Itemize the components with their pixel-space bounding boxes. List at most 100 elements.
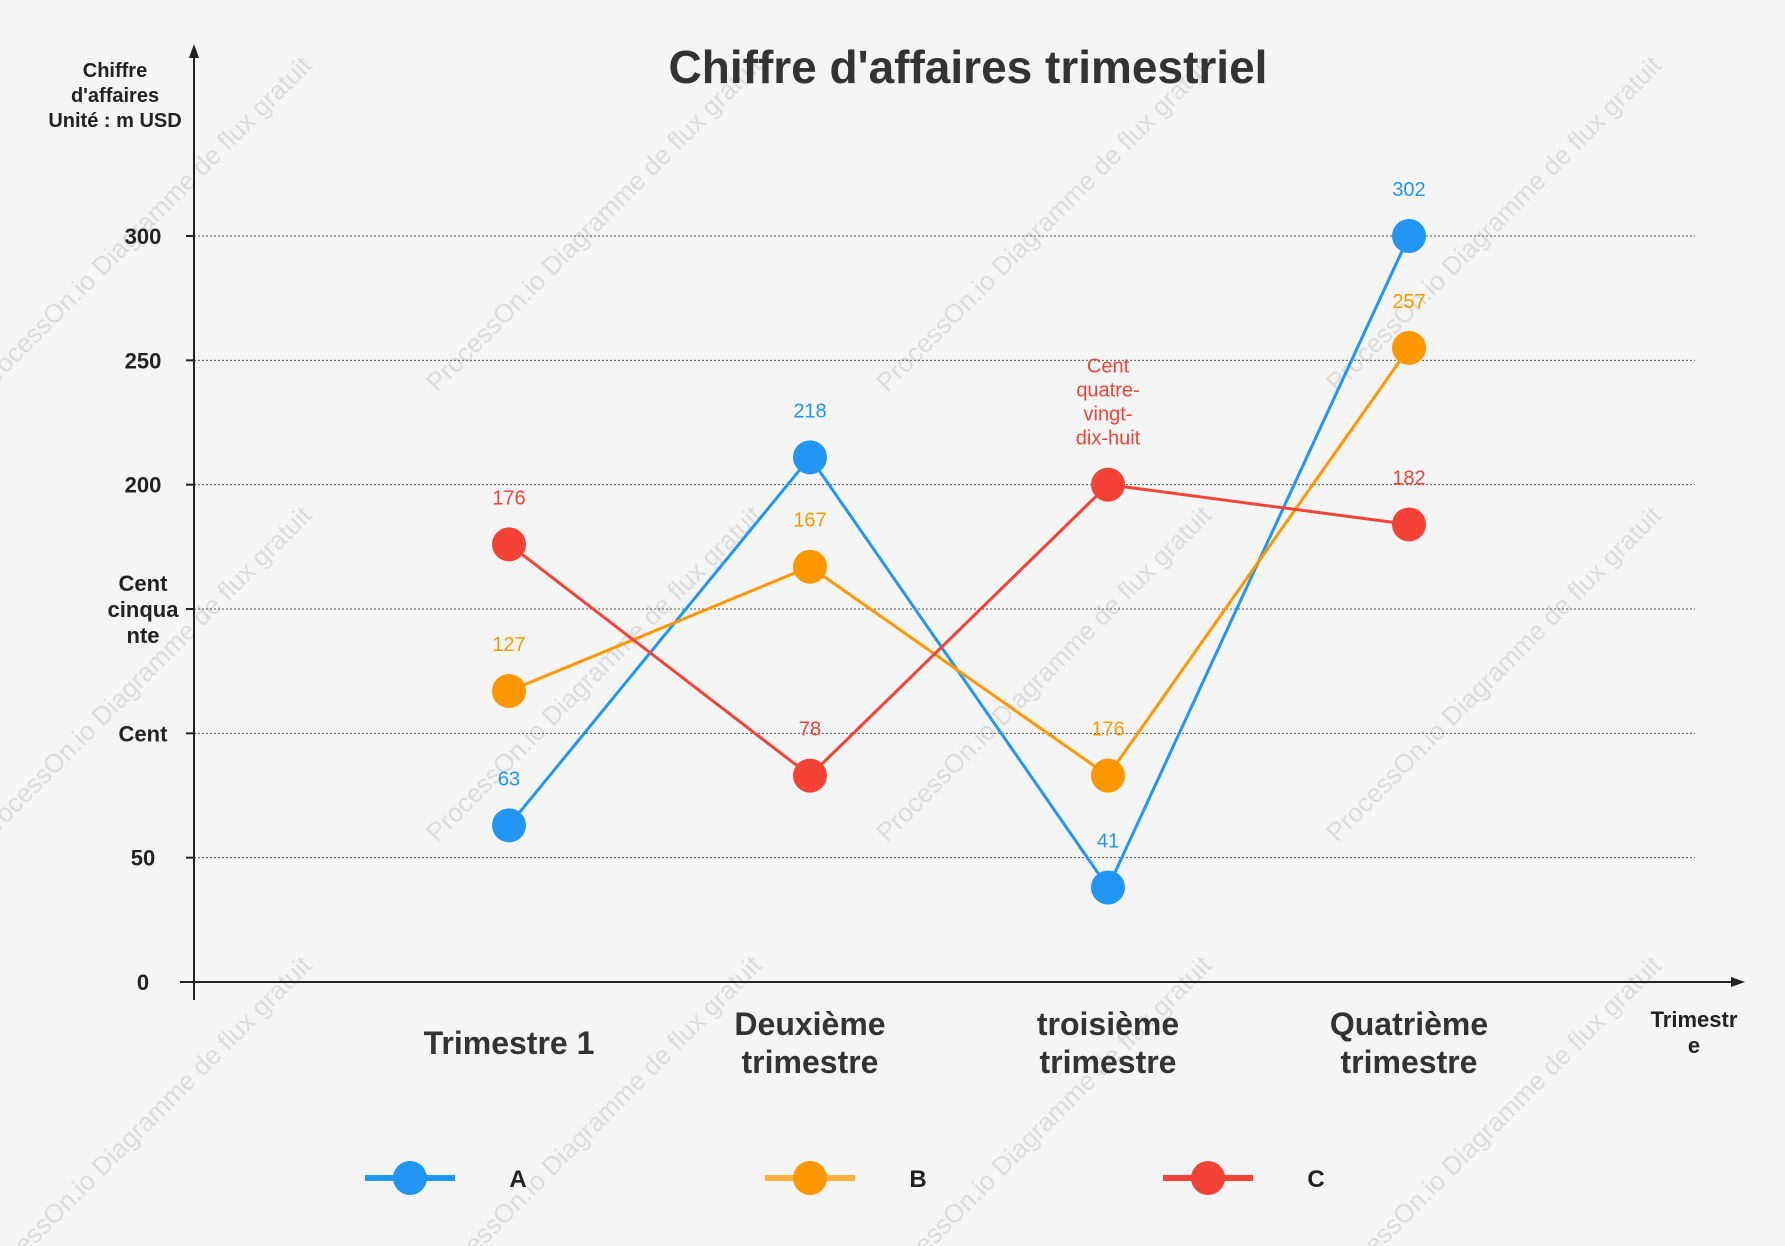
data-label: 218 bbox=[793, 400, 826, 422]
data-label: 127 bbox=[492, 634, 525, 656]
data-point bbox=[1392, 507, 1426, 542]
y-axis-arrow bbox=[189, 44, 199, 58]
data-label-line: 63 bbox=[498, 768, 520, 790]
series-line bbox=[507, 235, 1411, 891]
data-label: 302 bbox=[1392, 179, 1425, 201]
x-category-label-line: Deuxième bbox=[734, 1006, 885, 1042]
series-A-points: 63 218 41 302 bbox=[492, 179, 1426, 905]
x-category-label: Deuxième trimestre bbox=[734, 1006, 885, 1080]
series-A bbox=[507, 235, 1411, 891]
x-category-label-line: trimestre bbox=[1040, 1044, 1177, 1080]
data-label-line: quatre- bbox=[1076, 380, 1139, 402]
series-line bbox=[508, 347, 1411, 778]
chart-title: Chiffre d'affaires trimestriel bbox=[669, 41, 1268, 93]
y-tick-label-line: 0 bbox=[137, 970, 149, 995]
y-axis-title-text-line: Unité : m USD bbox=[48, 110, 181, 132]
y-tick-label-line: 300 bbox=[125, 224, 162, 249]
data-label-line: 127 bbox=[492, 634, 525, 656]
data-point bbox=[1091, 870, 1125, 905]
legend: A B C bbox=[365, 1161, 1325, 1195]
legend-swatch-marker bbox=[1191, 1161, 1225, 1195]
y-axis-title-text-line: Chiffre bbox=[83, 60, 147, 82]
x-axis-arrow bbox=[1731, 977, 1745, 987]
watermark-text: ProcessOn.io Diagramme de flux gratuit bbox=[870, 50, 1218, 398]
data-label-line: dix-huit bbox=[1076, 428, 1141, 450]
legend-label: B bbox=[909, 1166, 926, 1193]
data-label-line: vingt- bbox=[1084, 404, 1133, 426]
y-tick-label: 0 bbox=[137, 970, 149, 995]
data-label: 167 bbox=[793, 510, 826, 532]
x-axis-title-text: Trimestr e bbox=[1651, 1007, 1738, 1058]
watermark-text: ProcessOn.io Diagramme de flux gratuit bbox=[1320, 500, 1668, 848]
y-tick-label: Cent bbox=[119, 721, 169, 746]
data-point bbox=[1091, 467, 1125, 502]
data-label-line: 167 bbox=[793, 510, 826, 532]
data-label-line: 176 bbox=[492, 487, 525, 509]
watermark-text: ProcessOn.io Diagramme de flux gratuit bbox=[420, 950, 768, 1246]
y-tick-label-line: 250 bbox=[125, 348, 162, 373]
y-tick-label: Cent cinqua nte bbox=[108, 571, 180, 648]
data-label-line: 302 bbox=[1392, 179, 1425, 201]
y-axis-title-text-line: d'affaires bbox=[71, 85, 159, 107]
watermark-text: ProcessOn.io Diagramme de flux gratuit bbox=[420, 50, 768, 398]
x-category-label-line: trimestre bbox=[742, 1044, 879, 1080]
axes bbox=[180, 44, 1745, 1000]
y-tick-label: 50 bbox=[131, 846, 155, 871]
x-category-label-line: trimestre bbox=[1341, 1044, 1478, 1080]
data-point bbox=[793, 549, 827, 584]
data-label: 176 bbox=[1091, 719, 1124, 741]
x-category-label: Trimestre 1 bbox=[424, 1025, 595, 1061]
data-label: Cent quatre-vingt-dix-huit bbox=[1076, 356, 1141, 450]
y-tick-label-line: nte bbox=[127, 623, 160, 648]
series-B-points: 127 167 176 257 bbox=[492, 291, 1426, 793]
data-point bbox=[793, 440, 827, 475]
legend-item-B: B bbox=[765, 1161, 927, 1195]
watermark-text: ProcessOn.io Diagramme de flux gratuit bbox=[1320, 50, 1668, 398]
data-point bbox=[1392, 330, 1426, 365]
data-label-line: 257 bbox=[1392, 291, 1425, 313]
x-axis-title-text-line: Trimestr bbox=[1651, 1007, 1738, 1032]
y-tick-label-line: 50 bbox=[131, 846, 155, 871]
y-axis-title: Chiffre d'affaires Unité : m USD bbox=[48, 60, 181, 132]
data-label: 176 bbox=[492, 487, 525, 509]
y-tick-label: 250 bbox=[125, 348, 162, 373]
x-category-label-line: Quatrième bbox=[1330, 1006, 1488, 1042]
data-label-line: 41 bbox=[1097, 831, 1119, 853]
x-category-label: troisième trimestre bbox=[1037, 1006, 1179, 1080]
legend-swatch-marker bbox=[793, 1161, 827, 1195]
watermark-text: ProcessOn.io Diagramme de flux gratuit bbox=[870, 950, 1218, 1246]
data-label-line: 182 bbox=[1392, 467, 1425, 489]
data-label: 63 bbox=[498, 768, 520, 790]
y-tick-label-line: cinqua bbox=[108, 597, 180, 622]
x-category-label-line: Trimestre 1 bbox=[424, 1025, 595, 1061]
data-point bbox=[492, 808, 526, 843]
series-line bbox=[508, 483, 1410, 778]
y-tick-label-line: Cent bbox=[119, 571, 169, 596]
y-tick-label: 200 bbox=[125, 473, 162, 498]
y-tick-label: 300 bbox=[125, 224, 162, 249]
y-tick-label-line: Cent bbox=[119, 721, 169, 746]
data-label-line: 218 bbox=[793, 400, 826, 422]
data-label: 41 bbox=[1097, 831, 1119, 853]
data-point bbox=[1392, 219, 1426, 253]
data-label-line: 78 bbox=[799, 719, 821, 741]
data-label-line: 176 bbox=[1091, 719, 1124, 741]
y-tick-label-line: 200 bbox=[125, 473, 162, 498]
data-label: 182 bbox=[1392, 467, 1425, 489]
data-label: 78 bbox=[799, 719, 821, 741]
data-label: 257 bbox=[1392, 291, 1425, 313]
data-label-line: Cent bbox=[1087, 356, 1130, 378]
series-C-points: 176 78 Cent quatre-vingt-dix-huit 182 bbox=[492, 356, 1426, 793]
gridlines bbox=[186, 235, 1695, 859]
legend-item-C: C bbox=[1163, 1161, 1325, 1195]
y-axis-title-text: Chiffre d'affaires Unité : m USD bbox=[48, 60, 181, 132]
legend-label: C bbox=[1307, 1166, 1324, 1193]
data-point bbox=[492, 674, 526, 709]
series-B bbox=[508, 347, 1411, 778]
series-C bbox=[508, 483, 1410, 778]
watermark-text: ProcessOn.io Diagramme de flux gratuit bbox=[420, 500, 768, 848]
legend-swatch-marker bbox=[393, 1161, 427, 1195]
